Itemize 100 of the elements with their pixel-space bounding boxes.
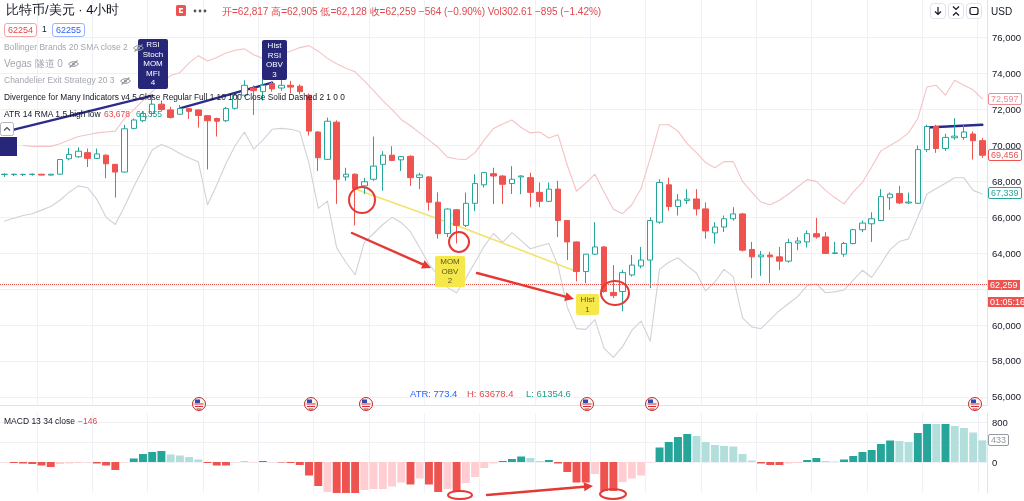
candlestick (269, 81, 275, 93)
y-axis-title: USD (991, 6, 1013, 18)
candlestick (638, 246, 644, 269)
annotation: Chandelier Exit Strategy 20 3 (4, 75, 115, 86)
candlestick (112, 163, 118, 199)
candlestick (979, 137, 986, 159)
candlestick (702, 201, 709, 240)
candlestick (186, 107, 192, 120)
candlestick (278, 78, 285, 92)
candlestick (490, 167, 497, 205)
candlestick (121, 124, 128, 173)
candlestick (878, 188, 884, 222)
y-tick-label: 800 (992, 416, 1008, 428)
y-tick-label: 64,000 (991, 247, 1022, 259)
candlestick (499, 174, 506, 205)
annotation: L: 61354.6 (526, 388, 571, 400)
candlestick (813, 217, 820, 240)
candlestick (924, 124, 930, 153)
y-tick-label: 58,000 (991, 355, 1022, 367)
y-tick-label: 56,000 (991, 391, 1022, 403)
candlestick (389, 145, 395, 162)
candlestick (730, 206, 736, 222)
bar (904, 442, 913, 462)
annotation: Bollinger Brands 20 SMA close 2 (4, 42, 128, 53)
candlestick (629, 254, 635, 278)
candlestick (472, 173, 478, 212)
bar (406, 462, 415, 485)
candlestick (527, 172, 534, 208)
candlestick (536, 181, 543, 208)
candlestick (573, 241, 580, 282)
candlestick (684, 188, 690, 205)
bar (37, 462, 46, 466)
annotation: MOM OBV 2 (435, 256, 465, 287)
chart-title: MACD 13 34 close (4, 416, 75, 427)
candlestick (195, 109, 202, 129)
y-tick-label: 70,000 (991, 139, 1022, 151)
candlestick (915, 144, 921, 205)
candlestick (961, 124, 967, 141)
candlestick (822, 231, 829, 255)
bar (572, 462, 581, 483)
candlestick (712, 221, 718, 245)
bar (46, 462, 55, 467)
candlestick (416, 172, 423, 190)
y-tick-label: 74,000 (991, 68, 1022, 80)
candlestick (795, 236, 801, 251)
y-tick-label: 0 (992, 456, 998, 468)
candlestick (564, 219, 570, 261)
candlestick (57, 158, 63, 176)
annotation: 62254 (4, 23, 38, 38)
text: 01:05:16 (988, 297, 1024, 307)
annotation: −146 (78, 416, 98, 427)
candlestick (758, 250, 764, 277)
candlestick (859, 220, 866, 233)
candlestick (776, 246, 783, 271)
bar (443, 462, 452, 489)
candlestick (444, 207, 451, 238)
candlestick (453, 208, 460, 245)
candlestick (509, 165, 515, 195)
candlestick (48, 173, 54, 176)
candlestick (177, 104, 183, 116)
y-tick-label: 68,000 (991, 175, 1022, 187)
annotation: 72,597 (988, 92, 1022, 105)
candlestick (75, 146, 82, 159)
candlestick (297, 83, 303, 95)
candlestick (84, 148, 91, 168)
candlestick (841, 241, 847, 258)
candlestick (333, 119, 340, 205)
bar (692, 436, 701, 462)
candlestick (435, 191, 441, 240)
annotation: 62255 (52, 23, 86, 38)
candlestick (951, 117, 958, 141)
candlestick (463, 192, 469, 228)
annotation: Hist 1 (576, 294, 599, 316)
bar (415, 462, 424, 479)
candlestick (804, 229, 810, 248)
y-tick-label: 60,000 (991, 319, 1022, 331)
annotation: RSI Stoch MOM MFI 4 (138, 39, 168, 89)
candlestick (287, 80, 294, 94)
y-tick-label: 72,000 (991, 104, 1022, 116)
candlestick (546, 181, 552, 203)
bar (323, 462, 332, 492)
candlestick (942, 133, 949, 152)
candlestick (29, 172, 35, 177)
candlestick (426, 175, 432, 211)
annotation: 433 (988, 434, 1010, 447)
line-series (4, 127, 983, 358)
candlestick (896, 185, 903, 205)
candlestick (583, 253, 589, 284)
candlestick (721, 215, 727, 233)
candlestick (832, 241, 838, 255)
candlestick (887, 192, 893, 211)
annotation: 1 (42, 24, 47, 35)
ref-line-label: 62,259 (988, 279, 1020, 290)
candlestick (481, 171, 487, 188)
candlestick (38, 173, 45, 176)
annotation: Hist RSI OBV 3 (262, 40, 287, 81)
y-tick-label: 66,000 (991, 211, 1022, 223)
bar (932, 424, 941, 462)
annotation: 67,339 (988, 187, 1022, 200)
candlestick (933, 124, 939, 154)
